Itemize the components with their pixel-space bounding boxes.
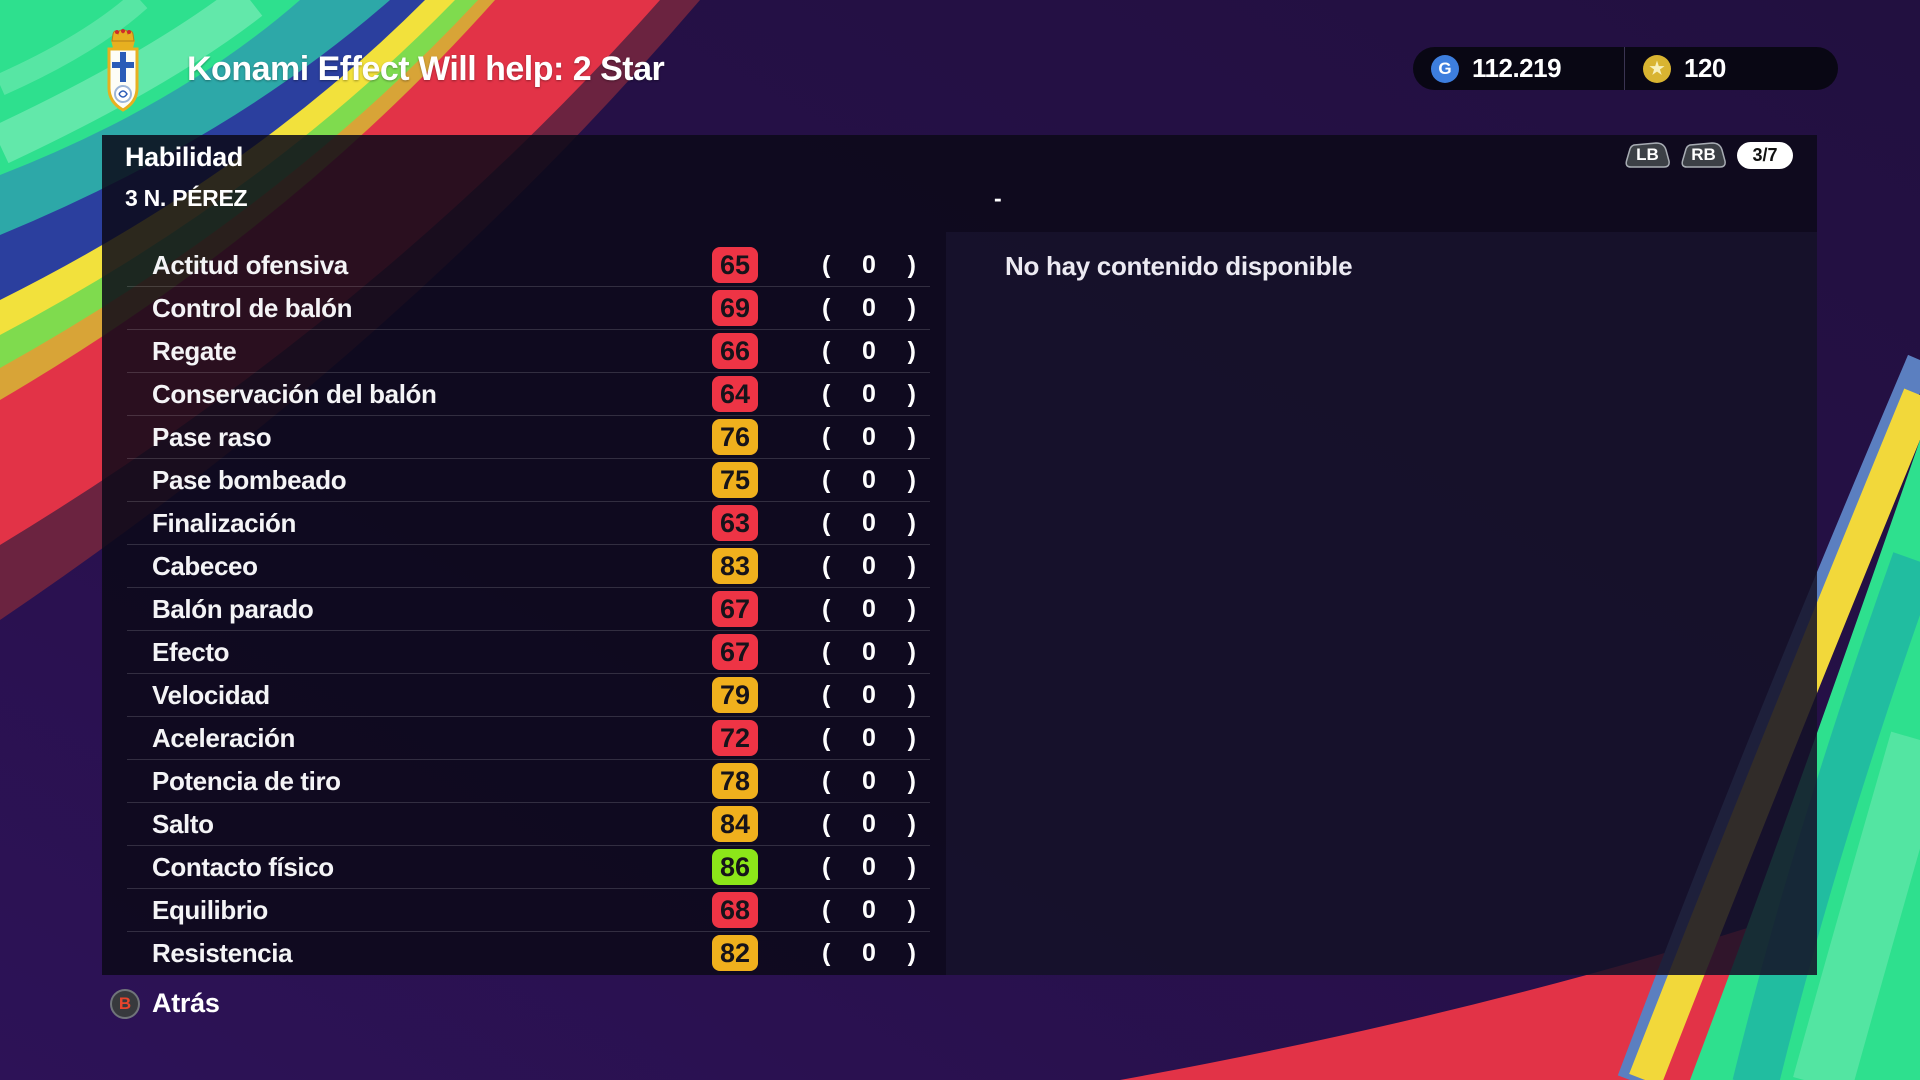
gamepad-b-icon: B [110, 988, 140, 1019]
stat-row[interactable]: Control de balón 69 (0) [127, 287, 930, 330]
stat-delta: (0) [822, 938, 916, 967]
stat-delta: (0) [822, 422, 916, 451]
stat-row[interactable]: Aceleración 72 (0) [127, 717, 930, 760]
coin-value: 120 [1684, 53, 1726, 83]
stat-value-badge: 86 [712, 849, 758, 885]
stat-label: Velocidad [152, 679, 270, 710]
stat-label: Equilibrio [152, 894, 268, 925]
stat-delta: (0) [822, 852, 916, 881]
stat-label: Finalización [152, 507, 297, 538]
stat-row[interactable]: Balón parado 67 (0) [127, 588, 930, 631]
stat-value-badge: 68 [712, 892, 758, 928]
stat-value-badge: 65 [712, 247, 758, 283]
rb-button[interactable]: RB [1681, 142, 1726, 169]
back-label: Atrás [152, 988, 220, 1018]
stat-label: Contacto físico [152, 851, 334, 882]
stat-value-badge: 76 [712, 419, 758, 455]
gp-value: 112.219 [1472, 53, 1562, 83]
star-coin-icon: ★ [1643, 54, 1671, 83]
stat-row[interactable]: Conservación del balón 64 (0) [127, 373, 930, 416]
stat-value-badge: 67 [712, 634, 758, 670]
stat-value-badge: 72 [712, 720, 758, 756]
coin-balance: ★ 120 [1625, 47, 1838, 90]
stat-value-badge: 75 [712, 462, 758, 498]
stat-value-badge: 83 [712, 548, 758, 584]
stat-value-badge: 79 [712, 677, 758, 713]
stat-delta: (0) [822, 637, 916, 666]
stat-label: Regate [152, 335, 237, 366]
stat-value-badge: 63 [712, 505, 758, 541]
stat-row[interactable]: Finalización 63 (0) [127, 502, 930, 545]
stat-row[interactable]: Contacto físico 86 (0) [127, 846, 930, 889]
gp-balance: G 112.219 [1413, 47, 1625, 90]
stat-value-badge: 66 [712, 333, 758, 369]
stat-row[interactable]: Pase bombeado 75 (0) [127, 459, 930, 502]
stat-label: Aceleración [152, 722, 296, 753]
page-title: Konami Effect Will help: 2 Star [187, 50, 665, 88]
stat-delta: (0) [822, 379, 916, 408]
stat-value-badge: 67 [712, 591, 758, 627]
stat-list: Actitud ofensiva 65 (0) Control de balón 69 (… [127, 244, 930, 974]
gp-coin-icon: G [1431, 54, 1459, 83]
stat-row[interactable]: Cabeceo 83 (0) [127, 545, 930, 588]
stat-row[interactable]: Pase raso 76 (0) [127, 416, 930, 459]
stat-label: Conservación del balón [152, 378, 437, 409]
stat-label: Cabeceo [152, 550, 258, 581]
empty-message: No hay contenido disponible [1005, 251, 1353, 281]
stat-value-badge: 69 [712, 290, 758, 326]
stat-label: Pase raso [152, 421, 272, 452]
stat-label: Resistencia [152, 937, 293, 968]
stat-label: Efecto [152, 636, 230, 667]
lb-button[interactable]: LB [1625, 142, 1670, 169]
stat-row[interactable]: Regate 66 (0) [127, 330, 930, 373]
stat-delta: (0) [822, 766, 916, 795]
stat-delta: (0) [822, 809, 916, 838]
stat-row[interactable]: Efecto 67 (0) [127, 631, 930, 674]
page-indicator: 3/7 [1737, 142, 1793, 169]
stat-row[interactable]: Potencia de tiro 78 (0) [127, 760, 930, 803]
stat-delta: (0) [822, 293, 916, 322]
currency-bar: G 112.219 ★ 120 [1413, 47, 1838, 90]
stat-label: Potencia de tiro [152, 765, 341, 796]
stat-delta: (0) [822, 680, 916, 709]
stat-row[interactable]: Salto 84 (0) [127, 803, 930, 846]
club-crest-icon [107, 29, 139, 112]
stat-value-badge: 82 [712, 935, 758, 971]
stat-delta: (0) [822, 465, 916, 494]
stat-delta: (0) [822, 551, 916, 580]
stat-label: Balón parado [152, 593, 314, 624]
player-name: 3 N. PÉREZ [125, 185, 248, 211]
stat-delta: (0) [822, 723, 916, 752]
stat-delta: (0) [822, 250, 916, 279]
stat-value-badge: 64 [712, 376, 758, 412]
stat-delta: (0) [822, 895, 916, 924]
stat-row[interactable]: Resistencia 82 (0) [127, 932, 930, 974]
stat-label: Pase bombeado [152, 464, 347, 495]
compare-player-name: - [994, 185, 1002, 211]
stat-value-badge: 84 [712, 806, 758, 842]
stat-value-badge: 78 [712, 763, 758, 799]
stat-delta: (0) [822, 508, 916, 537]
page-nav: LB RB 3/7 [1625, 142, 1793, 169]
stat-delta: (0) [822, 336, 916, 365]
back-control[interactable]: B Atrás [110, 988, 220, 1019]
panel-title: Habilidad [125, 142, 243, 172]
stat-row[interactable]: Actitud ofensiva 65 (0) [127, 244, 930, 287]
stat-row[interactable]: Velocidad 79 (0) [127, 674, 930, 717]
stat-label: Actitud ofensiva [152, 249, 348, 280]
comparison-pane: No hay contenido disponible [946, 232, 1817, 975]
stat-label: Salto [152, 808, 214, 839]
stat-row[interactable]: Equilibrio 68 (0) [127, 889, 930, 932]
stat-delta: (0) [822, 594, 916, 623]
skill-panel: No hay contenido disponible Habilidad 3 … [102, 135, 1817, 975]
stat-label: Control de balón [152, 292, 353, 323]
